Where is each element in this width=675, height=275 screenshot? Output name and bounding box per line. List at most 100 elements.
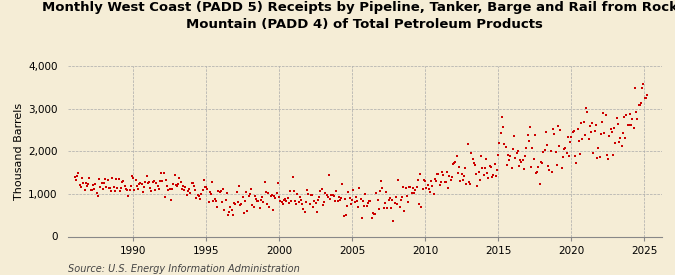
Point: [495, 131, 506, 135]
Point: [178, 184, 188, 189]
Point: [76, 185, 86, 189]
Point: [115, 186, 126, 191]
Point: [521, 146, 532, 150]
Point: [317, 187, 327, 191]
Point: [379, 200, 390, 205]
Point: [329, 194, 340, 198]
Point: [205, 190, 215, 194]
Point: [169, 173, 180, 177]
Point: [402, 194, 412, 198]
Point: [176, 187, 187, 192]
Point: [253, 199, 264, 204]
Point: [325, 197, 335, 202]
Point: [456, 172, 467, 177]
Point: [182, 189, 193, 193]
Point: [606, 129, 617, 134]
Point: [126, 174, 137, 178]
Point: [261, 202, 272, 207]
Point: [347, 198, 358, 203]
Point: [139, 185, 150, 189]
Point: [539, 148, 550, 152]
Point: [377, 186, 388, 190]
Point: [458, 178, 468, 183]
Point: [311, 210, 322, 214]
Point: [335, 198, 346, 202]
Point: [572, 126, 583, 131]
Point: [294, 195, 305, 199]
Point: [161, 178, 171, 182]
Point: [231, 189, 242, 194]
Point: [370, 211, 381, 216]
Point: [250, 197, 261, 202]
Point: [107, 176, 118, 180]
Point: [196, 192, 207, 196]
Point: [293, 200, 304, 204]
Point: [427, 183, 438, 188]
Point: [136, 181, 147, 186]
Point: [146, 189, 157, 193]
Point: [600, 113, 611, 117]
Point: [332, 199, 343, 203]
Point: [194, 194, 205, 199]
Point: [477, 166, 488, 170]
Point: [409, 191, 420, 195]
Point: [420, 178, 431, 183]
Point: [373, 207, 384, 211]
Point: [265, 194, 276, 198]
Point: [415, 172, 426, 176]
Point: [511, 150, 522, 155]
Point: [299, 210, 310, 214]
Point: [458, 174, 469, 179]
Point: [601, 152, 612, 157]
Point: [323, 195, 333, 199]
Point: [571, 161, 582, 166]
Point: [249, 194, 260, 198]
Point: [432, 172, 443, 177]
Point: [411, 185, 422, 190]
Point: [556, 166, 567, 170]
Point: [190, 188, 200, 192]
Point: [497, 125, 508, 130]
Point: [612, 116, 622, 120]
Point: [426, 178, 437, 183]
Point: [421, 186, 432, 190]
Point: [354, 186, 364, 191]
Point: [268, 207, 279, 212]
Point: [508, 147, 518, 152]
Point: [237, 195, 248, 199]
Point: [297, 202, 308, 206]
Point: [71, 178, 82, 182]
Point: [464, 180, 475, 184]
Point: [243, 194, 254, 198]
Point: [327, 193, 338, 198]
Point: [122, 188, 132, 192]
Point: [105, 186, 115, 190]
Point: [88, 183, 99, 187]
Point: [206, 192, 217, 197]
Point: [422, 183, 433, 187]
Point: [214, 189, 225, 194]
Point: [341, 213, 352, 217]
Point: [587, 121, 597, 126]
Point: [82, 184, 92, 188]
Point: [529, 133, 540, 137]
Point: [319, 200, 329, 204]
Point: [371, 191, 382, 196]
Point: [630, 109, 641, 114]
Point: [74, 182, 85, 187]
Point: [448, 162, 458, 166]
Point: [298, 207, 309, 211]
Point: [405, 185, 416, 189]
Point: [90, 182, 101, 186]
Point: [599, 131, 610, 135]
Point: [159, 195, 170, 199]
Point: [612, 121, 623, 126]
Point: [553, 123, 564, 128]
Point: [211, 199, 221, 203]
Point: [247, 202, 258, 207]
Point: [114, 189, 125, 193]
Point: [155, 179, 165, 184]
Point: [360, 192, 371, 196]
Point: [218, 187, 229, 192]
Point: [120, 187, 131, 191]
